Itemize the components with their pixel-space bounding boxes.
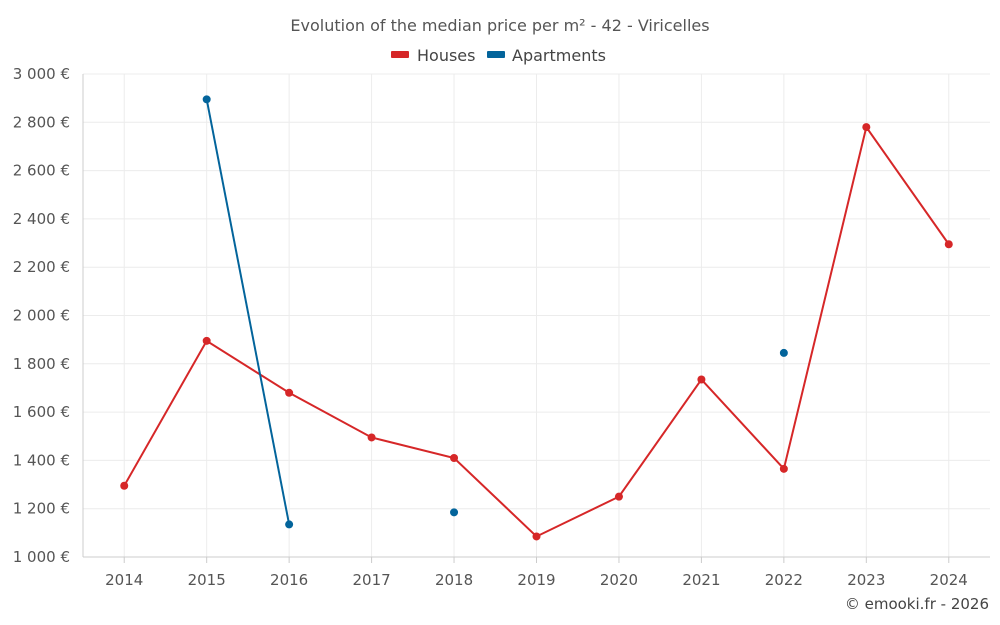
x-tick-label: 2022 xyxy=(765,571,803,589)
x-tick-label: 2014 xyxy=(105,571,143,589)
data-point-houses[interactable] xyxy=(779,464,788,473)
y-tick-label: 3 000 € xyxy=(13,65,70,83)
x-tick-label: 2020 xyxy=(600,571,638,589)
series-apartments xyxy=(202,95,788,529)
legend-label-apartments: Apartments xyxy=(512,46,606,65)
x-tick-label: 2024 xyxy=(930,571,968,589)
legend-item-apartments[interactable]: Apartments xyxy=(487,46,606,65)
data-point-houses[interactable] xyxy=(120,481,129,490)
data-point-houses[interactable] xyxy=(202,336,211,345)
legend-label-houses: Houses xyxy=(417,46,475,65)
y-tick-label: 1 000 € xyxy=(13,548,70,566)
y-tick-label: 1 800 € xyxy=(13,355,70,373)
data-point-houses[interactable] xyxy=(944,240,953,249)
chart-title: Evolution of the median price per m² - 4… xyxy=(290,16,709,35)
series-line-apartments xyxy=(205,99,291,525)
legend-swatch-apartments xyxy=(487,51,505,58)
y-tick-label: 2 800 € xyxy=(13,113,70,131)
x-tick-label: 2019 xyxy=(517,571,555,589)
y-tick-label: 1 200 € xyxy=(13,500,70,518)
y-tick-label: 2 000 € xyxy=(13,307,70,325)
y-tick-label: 2 400 € xyxy=(13,210,70,228)
y-tick-label: 2 600 € xyxy=(13,162,70,180)
x-tick-label: 2017 xyxy=(352,571,390,589)
legend[interactable]: Houses Apartments xyxy=(391,46,606,65)
legend-swatch-houses xyxy=(391,51,409,58)
x-tick-label: 2016 xyxy=(270,571,308,589)
data-point-houses[interactable] xyxy=(614,492,623,501)
axes xyxy=(82,74,990,563)
grid xyxy=(83,73,990,558)
y-tick-label: 1 400 € xyxy=(13,451,70,469)
y-tick-label: 1 600 € xyxy=(13,403,70,421)
x-tick-label: 2018 xyxy=(435,571,473,589)
series-houses xyxy=(120,123,953,541)
data-point-houses[interactable] xyxy=(862,123,871,132)
data-point-houses[interactable] xyxy=(532,532,541,541)
data-point-houses[interactable] xyxy=(450,453,459,462)
x-tick-label: 2021 xyxy=(682,571,720,589)
data-point-apartments[interactable] xyxy=(202,95,211,104)
x-axis-ticks: 2014 2015 2016 2017 2018 2019 2020 2021 2022 2023… xyxy=(105,571,968,589)
y-tick-label: 2 200 € xyxy=(13,258,70,276)
data-point-houses[interactable] xyxy=(367,433,376,442)
data-point-apartments[interactable] xyxy=(285,520,294,529)
data-point-apartments[interactable] xyxy=(779,348,788,357)
data-point-apartments[interactable] xyxy=(450,508,459,517)
legend-item-houses[interactable]: Houses xyxy=(391,46,475,65)
data-point-houses[interactable] xyxy=(285,388,294,397)
y-axis-ticks: 1 000 € 1 200 € 1 400 € 1 600 € 1 800 € 2 000… xyxy=(13,65,70,566)
x-tick-label: 2023 xyxy=(847,571,885,589)
data-point-houses[interactable] xyxy=(697,375,706,384)
x-tick-label: 2015 xyxy=(188,571,226,589)
series xyxy=(120,95,953,541)
credit-text: © emooki.fr - 2026 xyxy=(845,595,989,613)
